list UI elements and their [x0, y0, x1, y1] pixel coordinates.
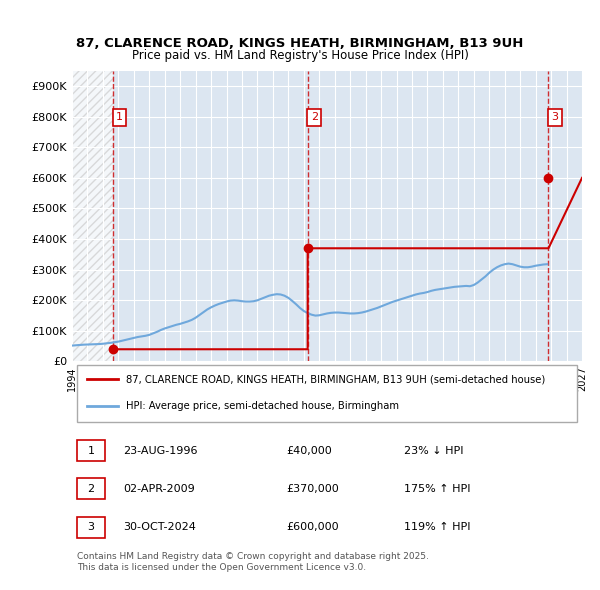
Text: 2: 2 [311, 112, 318, 122]
Text: 2: 2 [88, 484, 95, 494]
Text: 02-APR-2009: 02-APR-2009 [123, 484, 195, 494]
FancyBboxPatch shape [77, 440, 105, 461]
Text: 1: 1 [88, 445, 95, 455]
Text: HPI: Average price, semi-detached house, Birmingham: HPI: Average price, semi-detached house,… [125, 401, 398, 411]
Text: 23-AUG-1996: 23-AUG-1996 [123, 445, 197, 455]
Text: Price paid vs. HM Land Registry's House Price Index (HPI): Price paid vs. HM Land Registry's House … [131, 49, 469, 62]
Text: £40,000: £40,000 [286, 445, 332, 455]
Text: £370,000: £370,000 [286, 484, 339, 494]
FancyBboxPatch shape [77, 517, 105, 537]
Text: 3: 3 [551, 112, 559, 122]
Text: 87, CLARENCE ROAD, KINGS HEATH, BIRMINGHAM, B13 9UH (semi-detached house): 87, CLARENCE ROAD, KINGS HEATH, BIRMINGH… [125, 374, 545, 384]
Text: 30-OCT-2024: 30-OCT-2024 [123, 522, 196, 532]
Text: 3: 3 [88, 522, 95, 532]
Text: 175% ↑ HPI: 175% ↑ HPI [404, 484, 470, 494]
Text: 87, CLARENCE ROAD, KINGS HEATH, BIRMINGHAM, B13 9UH: 87, CLARENCE ROAD, KINGS HEATH, BIRMINGH… [76, 37, 524, 50]
Text: 119% ↑ HPI: 119% ↑ HPI [404, 522, 470, 532]
Text: £600,000: £600,000 [286, 522, 339, 532]
Text: Contains HM Land Registry data © Crown copyright and database right 2025.
This d: Contains HM Land Registry data © Crown c… [77, 552, 429, 572]
FancyBboxPatch shape [77, 365, 577, 422]
FancyBboxPatch shape [77, 478, 105, 499]
Text: 23% ↓ HPI: 23% ↓ HPI [404, 445, 463, 455]
Bar [72, 71, 113, 362]
Text: 1: 1 [116, 112, 123, 122]
